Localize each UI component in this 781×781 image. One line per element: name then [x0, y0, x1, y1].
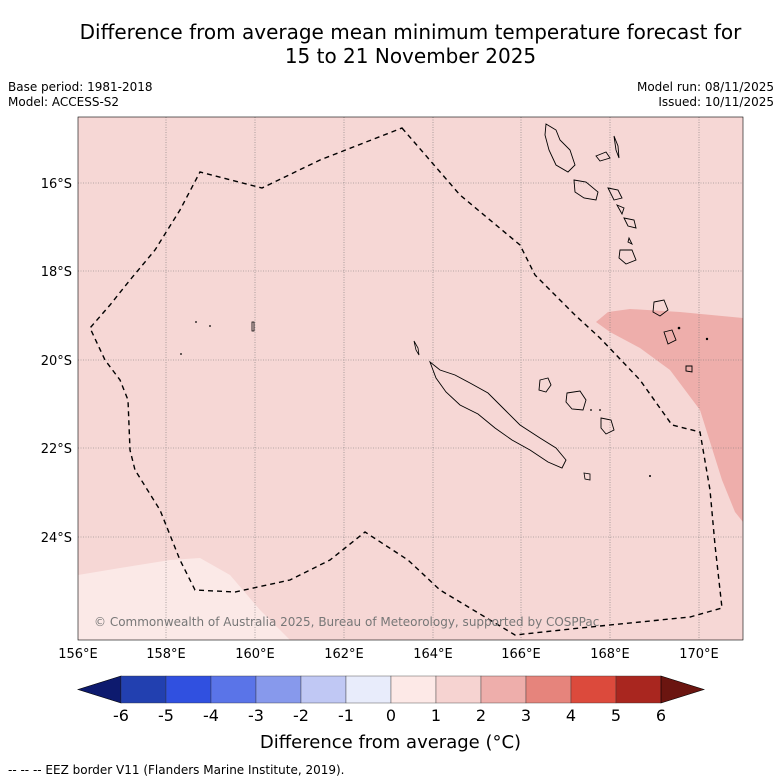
colorbar-tick-label: 2 [476, 706, 486, 725]
colorbar-segment [165, 675, 212, 704]
model-name: Model: ACCESS-S2 [8, 95, 120, 109]
colorbar-segment [390, 675, 437, 704]
small-island [627, 236, 634, 246]
colorbar-segment [120, 675, 167, 704]
colorbar-ticks: -6 -5 -4 -3 -2 -1 0 1 2 3 4 5 6 [113, 706, 666, 725]
issued-date: Issued: 10/11/2025 [658, 95, 774, 109]
islet-j [590, 409, 592, 411]
colorbar-segment [525, 675, 572, 704]
lon-label-164: 164°E [413, 647, 453, 662]
base-period: Base period: 1981-2018 [8, 80, 153, 94]
colorbar-segment [615, 675, 662, 704]
colorbar-segment [255, 675, 302, 704]
longitude-labels: 156°E 158°E 160°E 162°E 164°E 166°E 168°… [58, 647, 719, 662]
islet-h [209, 325, 211, 327]
colorbar-segment [480, 675, 527, 704]
colorbar-title-text: Difference from average ( [259, 732, 493, 753]
latitude-labels: 16°S 18°S 20°S 22°S 24°S [41, 177, 72, 546]
lon-label-158: 158°E [146, 647, 186, 662]
ouvea-island [538, 377, 552, 393]
anomaly-1-2-region [78, 117, 743, 640]
colorbar-extend-low [76, 675, 122, 704]
lat-label-24: 24°S [41, 531, 72, 546]
islet-b [663, 329, 677, 345]
model-run: Model run: 08/11/2025 [636, 80, 774, 94]
title-line-2: 15 to 21 November 2025 [284, 44, 537, 68]
colorbar-segment [435, 675, 482, 704]
colorbar-segment [345, 675, 392, 704]
meta-right: Model run: 08/11/2025 Issued: 10/11/2025 [637, 80, 774, 110]
colorbar-tick-label: -6 [113, 706, 129, 725]
colorbar-tick-label: -3 [248, 706, 264, 725]
islet-g [195, 321, 197, 323]
islet-a [652, 299, 669, 317]
colorbar-segment [210, 675, 257, 704]
colorbar-tick-label: -5 [158, 706, 174, 725]
colorbar-tick-label: -1 [338, 706, 354, 725]
colorbar-tick-label: 6 [656, 706, 666, 725]
lon-label-166: 166°E [501, 647, 541, 662]
colorbar-tick-label: -2 [293, 706, 309, 725]
colorbar-extend-high [660, 675, 706, 704]
malekula-island [573, 179, 599, 201]
title-line-1: Difference from average mean minimum tem… [79, 20, 742, 44]
colorbar-tick-label: 1 [431, 706, 441, 725]
graticule [78, 117, 743, 640]
colorbar-tick-label: 4 [566, 706, 576, 725]
map-title: Difference from average mean minimum tem… [0, 20, 781, 68]
copyright-notice: © Commonwealth of Australia 2025, Bureau… [94, 615, 599, 629]
islet-i [180, 353, 182, 355]
anomaly-2-3-region [596, 309, 743, 522]
mare-island [600, 417, 615, 435]
efate-island [623, 217, 637, 229]
lat-label-20: 20°S [41, 354, 72, 369]
espiritu-santo-island [544, 123, 576, 173]
lifou-island [565, 390, 587, 411]
islet-k [599, 409, 601, 411]
colorbar-title: Difference from average (°C) [0, 732, 781, 753]
colorbar-tick-label: -4 [203, 706, 219, 725]
lat-label-22: 22°S [41, 442, 72, 457]
colorbar-tick-label: 0 [386, 706, 396, 725]
eez-border [89, 127, 723, 636]
lat-label-18: 18°S [41, 265, 72, 280]
new-caledonia-island [429, 360, 567, 469]
chesterfield-islet [251, 321, 255, 332]
colorbar-tick-label: 5 [611, 706, 621, 725]
eez-legend-note: -- -- -- EEZ border V11 (Flanders Marine… [8, 763, 345, 777]
maewo-island [595, 151, 611, 162]
belep-islands [413, 340, 420, 356]
colorbar-tick-label: 3 [521, 706, 531, 725]
map-frame [77, 116, 744, 641]
isle-of-pines [583, 472, 591, 481]
pentecost-island [613, 135, 620, 159]
ambrym-island [607, 187, 623, 201]
islet-c [685, 365, 693, 373]
lon-label-168: 168°E [590, 647, 630, 662]
lon-label-162: 162°E [324, 647, 364, 662]
epi-island [615, 204, 625, 216]
lon-label-156: 156°E [58, 647, 98, 662]
meta-left: Base period: 1981-2018 Model: ACCESS-S2 [8, 80, 153, 110]
colorbar-title-unit: °C) [492, 732, 522, 753]
colorbar [76, 675, 706, 704]
colorbar-segment [570, 675, 617, 704]
islet-f [649, 475, 651, 477]
lat-label-16: 16°S [41, 177, 72, 192]
erromango-island [618, 249, 637, 265]
anomaly-0-1-region [78, 558, 290, 640]
islet-e [705, 337, 709, 341]
lon-label-170: 170°E [679, 647, 719, 662]
colorbar-segment [300, 675, 347, 704]
lon-label-160: 160°E [235, 647, 275, 662]
islet-d [677, 326, 681, 330]
